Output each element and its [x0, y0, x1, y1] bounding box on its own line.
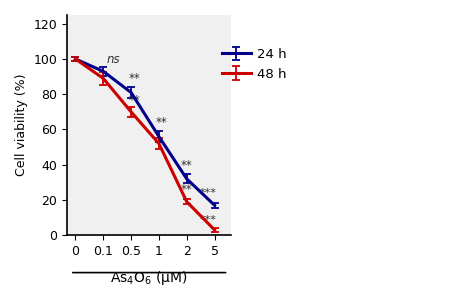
Legend: 24 h, 48 h: 24 h, 48 h [222, 48, 287, 81]
Text: **: ** [156, 117, 168, 130]
X-axis label: As$_4$O$_6$ (μM): As$_4$O$_6$ (μM) [110, 269, 188, 287]
Text: **: ** [128, 72, 140, 85]
Text: ***: *** [199, 215, 216, 225]
Text: ***: *** [199, 188, 216, 198]
Text: ns: ns [107, 53, 120, 66]
Text: **: ** [128, 94, 140, 107]
Text: **: ** [181, 183, 192, 196]
Text: **: ** [181, 159, 192, 172]
Y-axis label: Cell viability (%): Cell viability (%) [15, 74, 28, 176]
